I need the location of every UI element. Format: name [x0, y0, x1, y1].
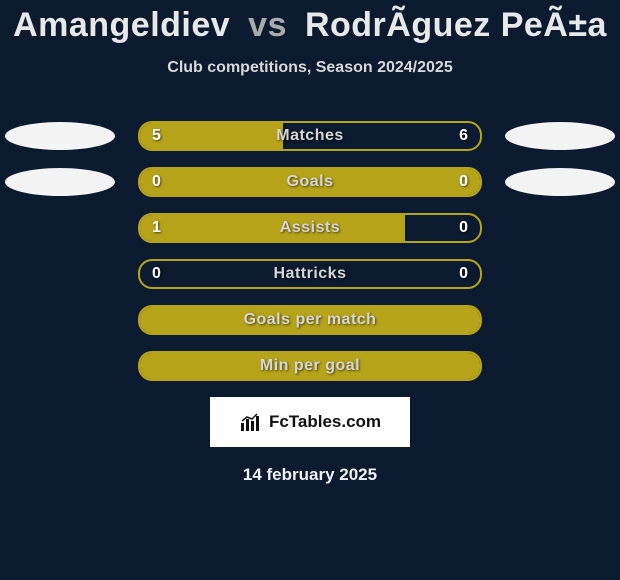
stat-bar-track: Goals per match	[138, 305, 482, 335]
stat-bar-track: Hattricks0 0	[138, 259, 482, 289]
stat-row: Goals per match	[0, 305, 620, 335]
stat-bar-track: Matches5 6	[138, 121, 482, 151]
stats-chart: Matches56Goals00Assists10Hattricks00Goal…	[0, 121, 620, 381]
stat-row: Hattricks0 0	[0, 259, 620, 289]
stat-row: Matches5 6	[0, 121, 620, 151]
stat-row: Goals0 0	[0, 167, 620, 197]
stat-value-right: 0	[459, 265, 468, 283]
player1-badge	[5, 122, 115, 150]
player1-badge	[5, 168, 115, 196]
stat-value-left: 5	[152, 127, 161, 145]
player2-badge	[505, 168, 615, 196]
date-text: 14 february 2025	[0, 465, 620, 485]
stat-bar-track: Goals0 0	[138, 167, 482, 197]
brand-logo-icon	[239, 411, 263, 433]
stat-value-right: 0	[459, 219, 468, 237]
player1-name: Amangeldiev	[13, 6, 230, 44]
vs-text: vs	[248, 6, 287, 44]
stat-value-right: 0	[459, 173, 468, 191]
brand-badge: FcTables.com	[210, 397, 410, 447]
stat-bar-track: Min per goal	[138, 351, 482, 381]
stat-label: Matches	[140, 127, 480, 145]
stat-label: Min per goal	[140, 357, 480, 375]
stat-value-left: 0	[152, 265, 161, 283]
page-title: Amangeldiev vs RodrÃ­guez PeÃ±a	[0, 0, 620, 45]
stat-value-left: 0	[152, 173, 161, 191]
stat-row: Assists1 0	[0, 213, 620, 243]
brand-text: FcTables.com	[269, 412, 381, 432]
stat-label: Hattricks	[140, 265, 480, 283]
player2-badge	[505, 122, 615, 150]
player2-name: RodrÃ­guez PeÃ±a	[305, 6, 607, 44]
stat-value-right: 6	[459, 127, 468, 145]
stat-label: Goals	[140, 173, 480, 191]
stat-label: Goals per match	[140, 311, 480, 329]
stat-row: Min per goal	[0, 351, 620, 381]
subtitle: Club competitions, Season 2024/2025	[0, 59, 620, 77]
stat-label: Assists	[140, 219, 480, 237]
comparison-infographic: Amangeldiev vs RodrÃ­guez PeÃ±a Club com…	[0, 0, 620, 580]
stat-value-left: 1	[152, 219, 161, 237]
stat-bar-track: Assists1 0	[138, 213, 482, 243]
